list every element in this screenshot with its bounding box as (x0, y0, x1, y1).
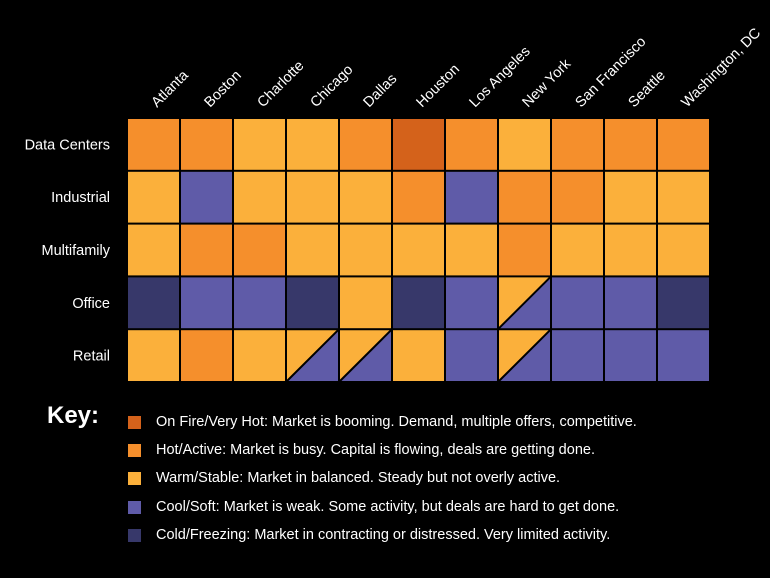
cell-industrial-charlotte (234, 171, 285, 223)
cell-data-centers-charlotte (234, 119, 285, 170)
cell-industrial-san-francisco (552, 171, 603, 223)
cell-office-new-york (498, 276, 551, 329)
cell-retail-seattle (605, 330, 656, 381)
cell-multifamily-seattle (605, 224, 656, 276)
cell-data-centers-los-angeles (446, 119, 497, 170)
cell-office-atlanta (128, 277, 179, 329)
cell-industrial-washington-dc (658, 171, 709, 223)
cell-office-san-francisco (552, 277, 603, 329)
cell-data-centers-atlanta (128, 119, 179, 170)
cell-data-centers-dallas (340, 119, 391, 170)
cell-retail-new-york-divider (498, 329, 551, 382)
cell-multifamily-charlotte (234, 224, 285, 276)
cell-data-centers-seattle (605, 119, 656, 170)
cell-retail-new-york (498, 329, 551, 382)
cell-office-houston (393, 277, 444, 329)
cell-office-dallas (340, 277, 391, 329)
cell-data-centers-new-york (499, 119, 550, 170)
cell-retail-san-francisco (552, 330, 603, 381)
cell-data-centers-houston (393, 119, 444, 170)
cell-multifamily-new-york (499, 224, 550, 276)
column-label-boston: Boston (202, 68, 245, 111)
cell-retail-boston (181, 330, 232, 381)
cell-retail-los-angeles (446, 330, 497, 381)
cell-office-washington-dc (658, 277, 709, 329)
column-label-seattle: Seattle (626, 68, 669, 111)
cell-retail-chicago-divider (286, 329, 339, 382)
cell-industrial-atlanta (128, 171, 179, 223)
cell-multifamily-houston (393, 224, 444, 276)
cell-data-centers-washington-dc (658, 119, 709, 170)
column-label-houston: Houston (414, 61, 464, 111)
cell-retail-charlotte (234, 330, 285, 381)
column-label-dallas: Dallas (361, 71, 401, 111)
cell-data-centers-san-francisco (552, 119, 603, 170)
cell-multifamily-dallas (340, 224, 391, 276)
cell-industrial-seattle (605, 171, 656, 223)
column-label-washington-dc: Washington, DC (679, 25, 765, 111)
cell-retail-dallas-divider (339, 329, 392, 382)
cell-multifamily-washington-dc (658, 224, 709, 276)
row-label-office: Office (72, 296, 110, 312)
cell-multifamily-san-francisco (552, 224, 603, 276)
column-label-atlanta: Atlanta (149, 67, 193, 111)
cell-office-boston (181, 277, 232, 329)
cell-industrial-chicago (287, 171, 338, 223)
cell-retail-atlanta (128, 330, 179, 381)
column-label-chicago: Chicago (308, 62, 357, 111)
column-label-charlotte: Charlotte (255, 58, 308, 111)
cell-industrial-boston (181, 171, 232, 223)
cell-office-chicago (287, 277, 338, 329)
cell-retail-washington-dc (658, 330, 709, 381)
cell-office-charlotte (234, 277, 285, 329)
row-label-retail: Retail (73, 349, 110, 365)
cell-retail-dallas (339, 329, 392, 382)
cell-data-centers-boston (181, 119, 232, 170)
cell-office-new-york-divider (498, 276, 551, 329)
cell-retail-chicago (286, 329, 339, 382)
column-label-new-york: New York (520, 56, 575, 111)
cell-multifamily-atlanta (128, 224, 179, 276)
cell-office-los-angeles (446, 277, 497, 329)
cell-industrial-los-angeles (446, 171, 497, 223)
cell-multifamily-boston (181, 224, 232, 276)
cell-data-centers-chicago (287, 119, 338, 170)
row-label-industrial: Industrial (51, 190, 110, 206)
cell-office-seattle (605, 277, 656, 329)
cell-retail-houston (393, 330, 444, 381)
row-label-multifamily: Multifamily (42, 243, 111, 259)
cell-multifamily-los-angeles (446, 224, 497, 276)
cell-multifamily-chicago (287, 224, 338, 276)
cell-industrial-new-york (499, 171, 550, 223)
cell-industrial-dallas (340, 171, 391, 223)
row-label-data-centers: Data Centers (25, 137, 110, 153)
cell-industrial-houston (393, 171, 444, 223)
